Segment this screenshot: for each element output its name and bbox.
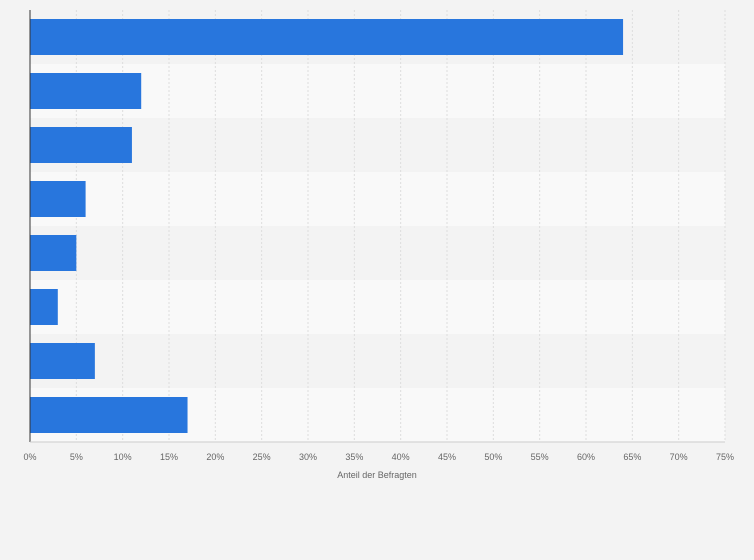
- x-tick-label: 0%: [23, 452, 36, 462]
- x-tick-label: 50%: [484, 452, 502, 462]
- bar[interactable]: [30, 397, 188, 433]
- x-tick-label: 70%: [670, 452, 688, 462]
- x-tick-label: 75%: [716, 452, 734, 462]
- row-band: [30, 64, 725, 118]
- x-tick-label: 25%: [253, 452, 271, 462]
- bar[interactable]: [30, 289, 58, 325]
- x-tick-label: 10%: [114, 452, 132, 462]
- x-tick-label: 55%: [531, 452, 549, 462]
- bar[interactable]: [30, 343, 95, 379]
- x-tick-label: 20%: [206, 452, 224, 462]
- bar[interactable]: [30, 127, 132, 163]
- x-tick-label: 45%: [438, 452, 456, 462]
- row-band: [30, 118, 725, 172]
- bar[interactable]: [30, 73, 142, 109]
- x-tick-label: 35%: [345, 452, 363, 462]
- row-band: [30, 226, 725, 280]
- x-tick-label: 15%: [160, 452, 178, 462]
- bar[interactable]: [30, 19, 624, 55]
- row-band: [30, 172, 725, 226]
- x-tick-labels: 0% 5% 10% 15% 20% 25% 30% 35% 40% 45% 50% 55% 60% 65%…: [23, 452, 734, 462]
- grid-lines: [75, 10, 726, 442]
- row-band: [30, 334, 725, 388]
- x-tick-label: 30%: [299, 452, 317, 462]
- x-tick-label: 65%: [623, 452, 641, 462]
- x-tick-label: 5%: [70, 452, 83, 462]
- x-tick-label: 40%: [392, 452, 410, 462]
- x-axis-title: Anteil der Befragten: [337, 470, 417, 480]
- bars: [30, 19, 624, 433]
- bar[interactable]: [30, 235, 77, 271]
- row-band: [30, 280, 725, 334]
- bar[interactable]: [30, 181, 86, 217]
- x-tick-label: 60%: [577, 452, 595, 462]
